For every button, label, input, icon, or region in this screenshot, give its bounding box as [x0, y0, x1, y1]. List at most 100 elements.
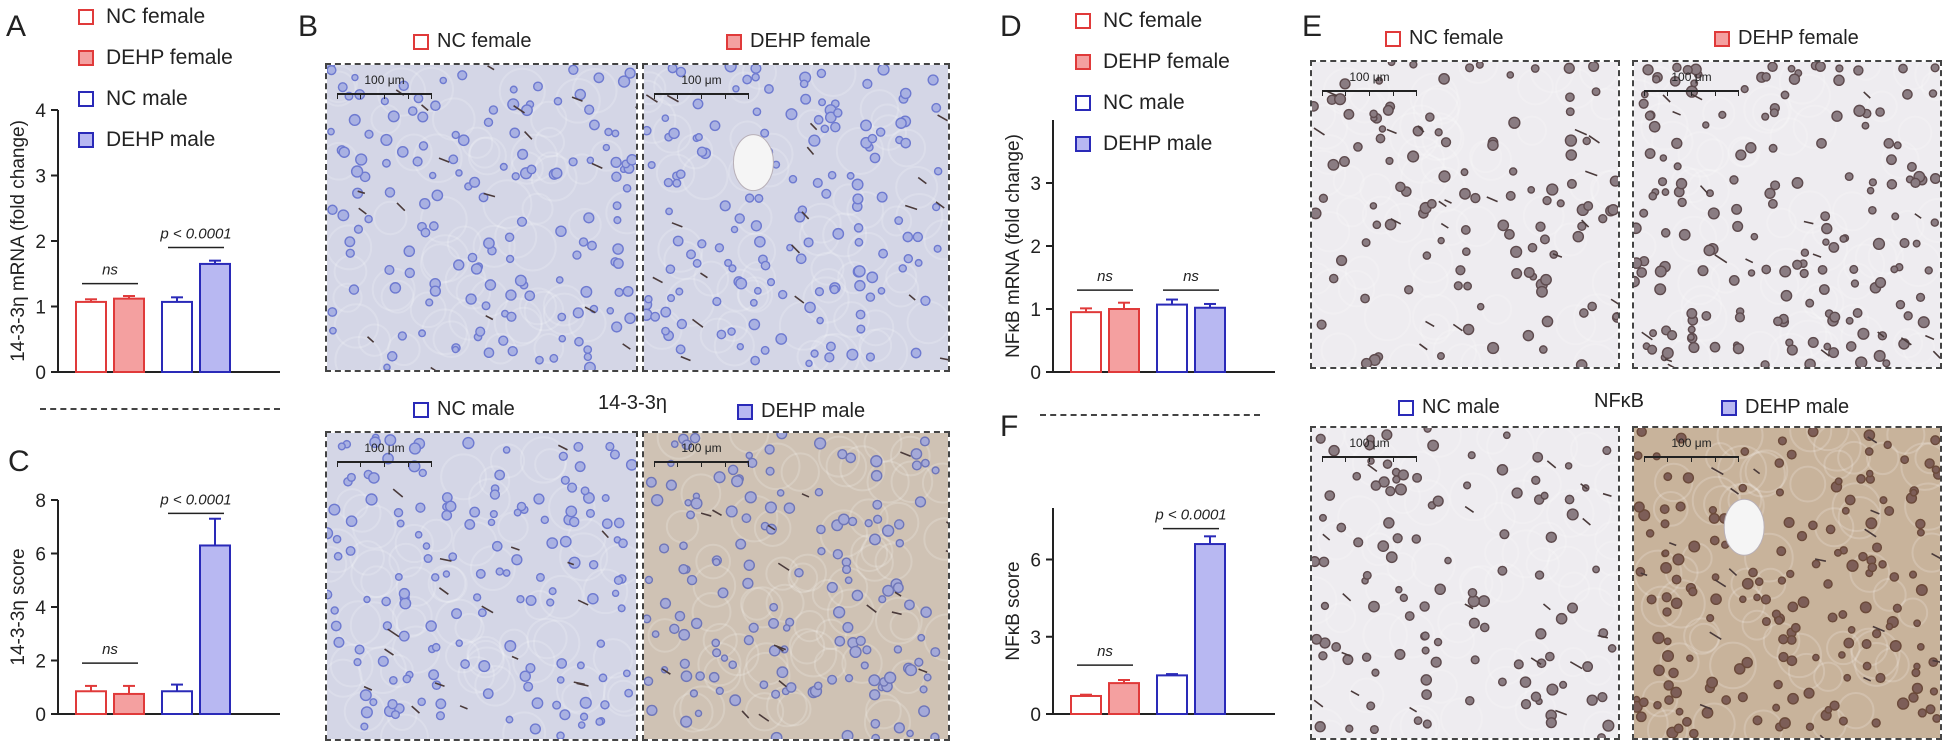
cell-texture	[741, 65, 777, 90]
cell-nucleus	[1659, 504, 1670, 515]
cell-nucleus	[484, 279, 497, 291]
cell-nucleus	[396, 519, 405, 528]
cell-nucleus	[1838, 651, 1846, 659]
cell-nucleus	[1883, 440, 1892, 450]
cell-nucleus	[1787, 601, 1799, 613]
cell-nucleus	[851, 178, 864, 191]
cell-texture	[349, 601, 398, 650]
kupffer-cell	[1812, 253, 1822, 258]
cell-texture	[1766, 207, 1797, 239]
cell-texture	[1854, 642, 1899, 687]
cell-nucleus	[1602, 445, 1612, 456]
cell-nucleus	[1734, 312, 1746, 323]
kupffer-cell	[1530, 657, 1542, 665]
cell-nucleus	[573, 441, 584, 452]
cell-nucleus	[1536, 658, 1547, 669]
cell-texture	[357, 323, 392, 357]
cell-nucleus	[818, 98, 827, 107]
cell-nucleus	[1787, 64, 1796, 73]
cell-nucleus	[1857, 327, 1870, 340]
kupffer-cell	[801, 211, 810, 220]
cell-nucleus	[1675, 501, 1686, 512]
cell-nucleus	[644, 676, 654, 687]
cell-nucleus	[451, 345, 460, 354]
cell-nucleus	[491, 540, 503, 552]
cell-nucleus	[676, 318, 688, 330]
cell-texture	[890, 460, 934, 504]
cell-nucleus	[453, 259, 465, 271]
kupffer-cell	[1872, 625, 1885, 633]
cell-nucleus	[556, 658, 568, 669]
cell-nucleus	[912, 231, 924, 243]
cell-nucleus	[716, 329, 727, 340]
kupffer-cell	[584, 306, 596, 314]
cell-nucleus	[478, 192, 489, 203]
kupffer-cell	[1667, 363, 1675, 367]
cell-nucleus	[1768, 143, 1778, 153]
cell-texture	[1741, 609, 1773, 641]
kupffer-cell	[387, 628, 400, 638]
legend-swatch	[1075, 12, 1091, 29]
cell-nucleus	[1361, 238, 1371, 248]
bar	[75, 690, 107, 715]
cell-nucleus	[394, 573, 403, 581]
legend-swatch	[78, 8, 94, 25]
cell-texture	[349, 540, 385, 576]
cell-texture	[474, 665, 516, 707]
cell-nucleus	[1917, 316, 1930, 329]
cell-nucleus	[502, 446, 511, 454]
cell-texture	[677, 133, 714, 170]
cell-nucleus	[1566, 508, 1579, 521]
cell-nucleus	[919, 685, 928, 694]
cell-nucleus	[1385, 485, 1396, 497]
cell-nucleus	[1634, 222, 1642, 235]
cell-nucleus	[1786, 655, 1798, 667]
cell-nucleus	[854, 237, 864, 247]
kupffer-cell	[917, 176, 927, 185]
cell-nucleus	[1394, 648, 1406, 660]
cell-nucleus	[1930, 63, 1940, 73]
micrograph-title-e: NFκB	[1594, 390, 1644, 412]
cell-nucleus	[893, 519, 905, 530]
significance-label: p < 0.0001	[1154, 507, 1226, 524]
cell-nucleus	[832, 549, 844, 560]
cell-texture	[1555, 304, 1597, 346]
micrograph-e-nc-female: 100 μm	[1310, 60, 1620, 369]
cell-nucleus	[327, 307, 338, 317]
cell-nucleus	[579, 712, 589, 721]
cell-texture	[489, 443, 526, 479]
kupffer-cell	[1342, 593, 1352, 602]
cell-nucleus	[1690, 79, 1699, 88]
cell-nucleus	[645, 476, 657, 488]
cell-nucleus	[1638, 697, 1649, 708]
cell-nucleus	[472, 593, 482, 602]
cell-texture	[822, 212, 868, 258]
cell-nucleus	[853, 265, 866, 278]
cell-nucleus	[794, 211, 806, 223]
cell-nucleus	[350, 165, 364, 178]
cell-texture	[1788, 190, 1832, 234]
cell-nucleus	[768, 617, 780, 629]
cell-nucleus	[1318, 556, 1330, 568]
scale-bar-tick	[654, 461, 655, 467]
cell-texture	[534, 126, 566, 158]
cell-nucleus	[1499, 529, 1510, 540]
cell-nucleus	[556, 676, 565, 684]
cell-nucleus	[613, 216, 622, 225]
micrograph-label-nc-male-b: NC male	[413, 398, 515, 421]
cell-texture	[1460, 343, 1502, 367]
kupffer-cell	[1709, 631, 1722, 641]
legend-swatch	[78, 90, 94, 107]
cell-texture	[352, 504, 397, 550]
cell-nucleus	[1541, 315, 1554, 328]
cell-texture	[1416, 428, 1462, 458]
legend-swatch	[737, 403, 753, 420]
cell-nucleus	[583, 345, 593, 355]
cell-nucleus	[578, 237, 589, 247]
cell-nucleus	[1582, 136, 1591, 146]
cell-texture	[1409, 72, 1459, 122]
cell-nucleus	[1510, 245, 1523, 259]
cell-nucleus	[1706, 614, 1715, 623]
cell-texture	[1363, 293, 1412, 342]
kupffer-cell	[1714, 254, 1728, 264]
